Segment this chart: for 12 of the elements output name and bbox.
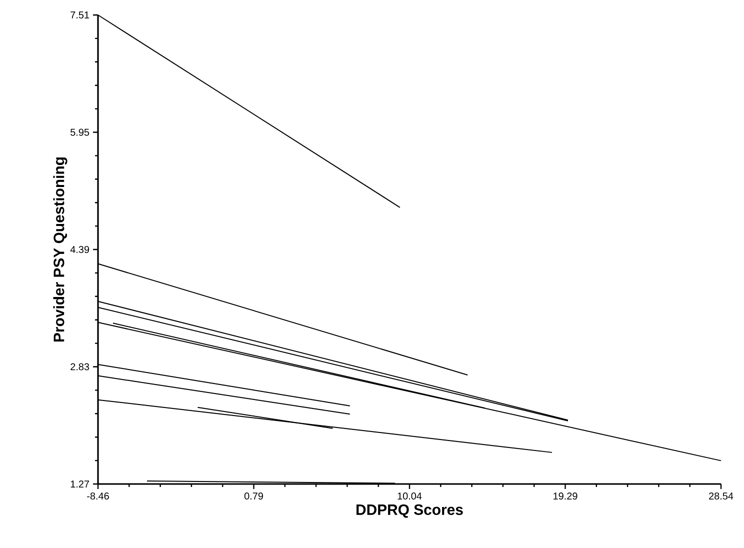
x-tick-label: 0.79: [244, 492, 263, 500]
y-tick-label: 5.95: [70, 128, 90, 136]
x-axis-title: DDPRQ Scores: [356, 504, 463, 518]
y-tick-label: 2.83: [70, 363, 90, 370]
y-tick-label: 1.27: [70, 480, 89, 488]
x-tick-label: 19.29: [554, 492, 578, 500]
y-axis-title: Provider PSY Questioning: [53, 158, 68, 342]
x-tick-label: 10.04: [398, 492, 422, 500]
y-tick-label: 4.39: [70, 246, 90, 254]
x-tick-label: -8.46: [87, 492, 109, 500]
y-tick-label: 7.51: [70, 12, 90, 18]
x-tick-label: 28.54: [709, 492, 734, 500]
